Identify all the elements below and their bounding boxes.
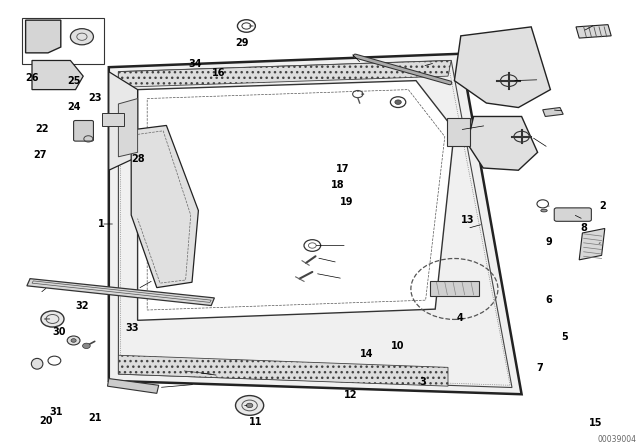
Circle shape [395, 100, 401, 104]
Text: 26: 26 [25, 73, 39, 83]
Text: 17: 17 [336, 164, 350, 174]
Text: 19: 19 [340, 198, 354, 207]
Polygon shape [576, 25, 611, 38]
Text: 18: 18 [331, 181, 345, 190]
Polygon shape [579, 228, 605, 260]
Polygon shape [454, 27, 550, 108]
Text: 5: 5 [561, 332, 568, 342]
Text: 33: 33 [125, 323, 140, 333]
Text: 23: 23 [88, 93, 102, 103]
Text: 1: 1 [98, 219, 104, 229]
Text: 27: 27 [33, 150, 47, 159]
Text: 6: 6 [545, 295, 552, 305]
Polygon shape [131, 125, 198, 288]
Polygon shape [109, 54, 522, 394]
FancyBboxPatch shape [554, 208, 591, 221]
Text: 12: 12 [344, 390, 358, 400]
Circle shape [83, 343, 90, 349]
Text: 00039004: 00039004 [598, 435, 637, 444]
Text: 2: 2 [600, 201, 606, 211]
Text: 32: 32 [75, 301, 89, 310]
Polygon shape [467, 116, 538, 170]
Text: 34: 34 [188, 59, 202, 69]
Polygon shape [543, 108, 563, 116]
Circle shape [70, 29, 93, 45]
Text: 10: 10 [391, 341, 405, 351]
Text: 16: 16 [212, 68, 226, 78]
Text: 13: 13 [460, 215, 474, 224]
Ellipse shape [541, 209, 547, 212]
Text: 7: 7 [536, 363, 543, 373]
Text: 11: 11 [249, 417, 263, 427]
Circle shape [67, 336, 80, 345]
Polygon shape [27, 279, 214, 306]
Text: 25: 25 [67, 76, 81, 86]
Text: 15: 15 [588, 418, 602, 428]
Text: 28: 28 [131, 154, 145, 164]
Text: 22: 22 [35, 124, 49, 134]
Text: 30: 30 [52, 327, 66, 337]
Text: 9: 9 [546, 237, 552, 247]
Text: 31: 31 [49, 407, 63, 417]
Circle shape [71, 339, 76, 342]
Ellipse shape [31, 358, 43, 369]
Text: 24: 24 [67, 102, 81, 112]
Circle shape [246, 403, 253, 408]
Circle shape [41, 311, 64, 327]
Text: 20: 20 [39, 416, 53, 426]
Text: 14: 14 [360, 349, 374, 359]
Text: 4: 4 [456, 313, 463, 323]
FancyBboxPatch shape [74, 121, 93, 141]
Polygon shape [118, 99, 138, 157]
Text: 29: 29 [235, 38, 249, 47]
FancyBboxPatch shape [447, 118, 470, 146]
Polygon shape [26, 20, 61, 53]
Polygon shape [118, 60, 451, 87]
Circle shape [236, 396, 264, 415]
FancyBboxPatch shape [102, 113, 124, 126]
Polygon shape [138, 81, 454, 320]
Text: 8: 8 [580, 224, 587, 233]
Polygon shape [430, 281, 479, 296]
Polygon shape [108, 379, 159, 393]
Polygon shape [109, 72, 138, 170]
Text: 21: 21 [88, 413, 102, 422]
Polygon shape [32, 60, 83, 90]
Text: 3: 3 [419, 377, 426, 387]
Polygon shape [118, 355, 448, 386]
